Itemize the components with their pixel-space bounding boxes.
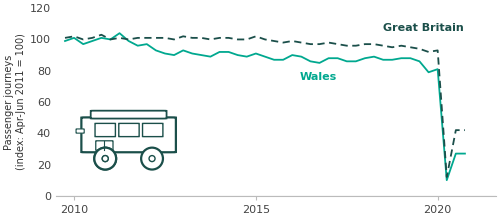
Ellipse shape xyxy=(94,148,116,170)
Ellipse shape xyxy=(102,155,108,162)
Ellipse shape xyxy=(149,155,155,162)
Ellipse shape xyxy=(94,148,116,170)
FancyBboxPatch shape xyxy=(119,123,139,137)
Text: Wales: Wales xyxy=(300,72,337,82)
Ellipse shape xyxy=(102,155,108,162)
FancyBboxPatch shape xyxy=(142,123,163,137)
Y-axis label: Passenger journeys
(index: Apr-Jun 2011 = 100): Passenger journeys (index: Apr-Jun 2011 … xyxy=(4,34,26,170)
Text: Great Britain: Great Britain xyxy=(383,23,464,34)
FancyBboxPatch shape xyxy=(82,117,176,152)
FancyBboxPatch shape xyxy=(96,141,113,150)
FancyBboxPatch shape xyxy=(76,129,84,133)
FancyBboxPatch shape xyxy=(90,111,166,118)
Ellipse shape xyxy=(141,148,163,170)
FancyBboxPatch shape xyxy=(95,123,116,137)
